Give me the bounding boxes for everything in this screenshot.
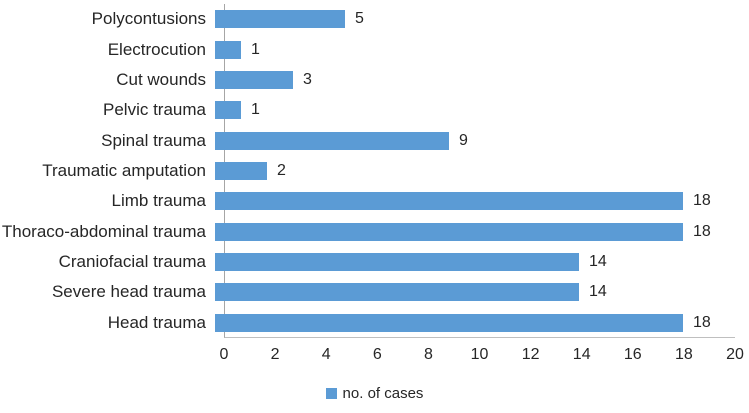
bar-value-label: 14 xyxy=(589,253,607,271)
bar-value-label: 9 xyxy=(459,131,468,149)
bar-track: 14 xyxy=(215,247,735,277)
category-label: Limb trauma xyxy=(111,191,206,211)
x-tick-label: 2 xyxy=(270,346,280,363)
bar xyxy=(215,222,683,241)
legend-label: no. of cases xyxy=(342,385,424,402)
x-tick-label: 4 xyxy=(321,346,331,363)
category-label: Cut wounds xyxy=(116,69,206,89)
chart-row: Polycontusions 5 xyxy=(0,4,735,34)
x-tick-label: 12 xyxy=(521,346,540,363)
bar xyxy=(215,283,579,302)
bar-track: 3 xyxy=(215,65,735,95)
chart-row: Spinal trauma 9 xyxy=(0,125,735,155)
chart-row: Head trauma 18 xyxy=(0,308,735,338)
bar-track: 18 xyxy=(215,217,735,247)
bar-value-label: 1 xyxy=(251,101,260,119)
x-axis: 0 2 4 6 8 10 12 14 16 18 20 xyxy=(220,346,744,366)
bar-track: 5 xyxy=(215,4,735,34)
chart-row: Pelvic trauma 1 xyxy=(0,95,735,125)
category-label: Craniofacial trauma xyxy=(58,252,206,272)
bar xyxy=(215,131,449,150)
chart-row: Craniofacial trauma 14 xyxy=(0,247,735,277)
bar-value-label: 14 xyxy=(589,283,607,301)
legend: no. of cases xyxy=(0,385,749,402)
bar-value-label: 18 xyxy=(693,222,711,240)
bar xyxy=(215,40,241,59)
bar-track: 9 xyxy=(215,125,735,155)
bar-value-label: 5 xyxy=(355,10,364,28)
bar-value-label: 18 xyxy=(693,192,711,210)
x-tick-label: 0 xyxy=(219,346,229,363)
bar-track: 1 xyxy=(215,95,735,125)
bar xyxy=(215,161,267,180)
x-tick-label: 10 xyxy=(470,346,489,363)
x-tick-label: 18 xyxy=(674,346,693,363)
bar-track: 2 xyxy=(215,156,735,186)
chart-rows: Polycontusions 5 Electrocution 1 Cut wounds 3… xyxy=(0,4,735,338)
x-tick-label: 16 xyxy=(623,346,642,363)
chart-row: Cut wounds 3 xyxy=(0,65,735,95)
bar xyxy=(215,313,683,332)
chart-row: Traumatic amputation 2 xyxy=(0,156,735,186)
category-label: Traumatic amputation xyxy=(42,160,206,180)
bar xyxy=(215,253,579,272)
chart-row: Thoraco-abdominal trauma 18 xyxy=(0,217,735,247)
bar-value-label: 3 xyxy=(303,70,312,88)
category-label: Polycontusions xyxy=(91,9,206,29)
category-label: Spinal trauma xyxy=(101,130,206,150)
chart-row: Electrocution 1 xyxy=(0,34,735,64)
legend-swatch-icon xyxy=(325,388,337,399)
category-label: Electrocution xyxy=(107,39,206,59)
category-label: Pelvic trauma xyxy=(103,100,206,120)
x-tick-label: 8 xyxy=(423,346,433,363)
x-tick-label: 14 xyxy=(572,346,591,363)
bar-track: 14 xyxy=(215,277,735,307)
bar-value-label: 1 xyxy=(251,40,260,58)
category-label: Severe head trauma xyxy=(51,282,206,302)
bar-value-label: 18 xyxy=(693,313,711,331)
bar-value-label: 2 xyxy=(277,161,286,179)
bar xyxy=(215,10,345,29)
bar-track: 18 xyxy=(215,186,735,216)
chart-row: Severe head trauma 14 xyxy=(0,277,735,307)
category-label: Thoraco-abdominal trauma xyxy=(1,221,206,241)
bar-track: 1 xyxy=(215,34,735,64)
bar xyxy=(215,192,683,211)
bar xyxy=(215,70,293,89)
bar xyxy=(215,101,241,120)
bar-track: 18 xyxy=(215,308,735,338)
x-tick-label: 6 xyxy=(372,346,382,363)
chart-row: Limb trauma 18 xyxy=(0,186,735,216)
category-label: Head trauma xyxy=(107,312,206,332)
x-tick-label: 20 xyxy=(726,346,744,363)
